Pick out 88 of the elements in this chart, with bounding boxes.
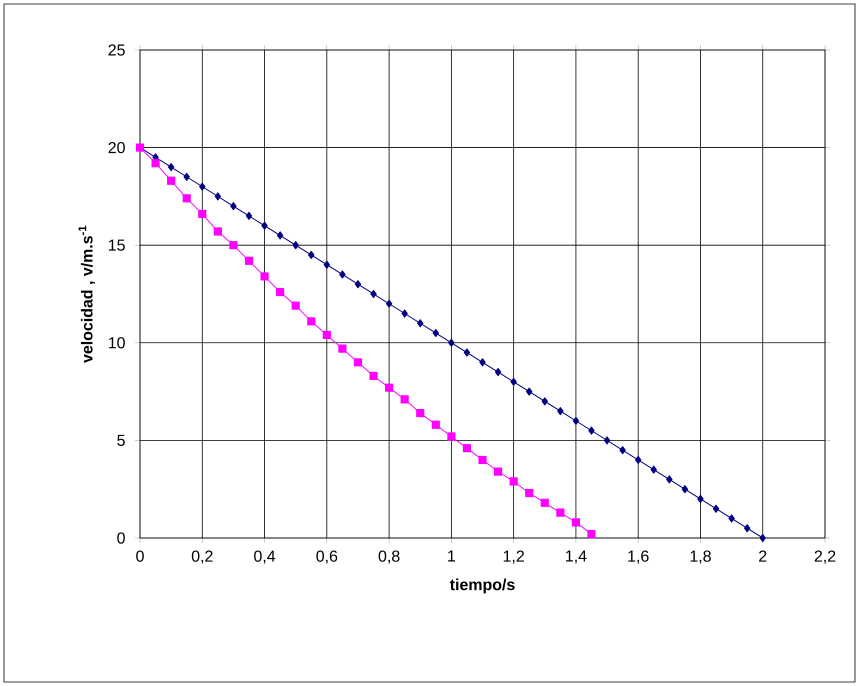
point bbox=[354, 358, 362, 366]
x-tick-label: 2 bbox=[759, 550, 766, 562]
point bbox=[448, 338, 455, 347]
point bbox=[370, 290, 377, 298]
x-tick-label: 1,4 bbox=[566, 550, 587, 564]
point bbox=[588, 426, 595, 435]
y-tick-label: 10 bbox=[108, 337, 125, 348]
point bbox=[292, 302, 300, 310]
point bbox=[261, 222, 268, 230]
point bbox=[354, 280, 362, 288]
point bbox=[432, 420, 440, 429]
point bbox=[760, 534, 766, 542]
point bbox=[712, 504, 720, 513]
point bbox=[417, 319, 424, 328]
point bbox=[339, 270, 346, 279]
point bbox=[510, 477, 518, 486]
point bbox=[744, 524, 750, 532]
point bbox=[494, 468, 502, 476]
x-tick-label: 0,6 bbox=[316, 550, 338, 564]
x-tick-label: 2,2 bbox=[814, 550, 836, 564]
point bbox=[447, 432, 456, 441]
point bbox=[385, 384, 394, 392]
point bbox=[184, 172, 190, 181]
y-tick-label: 15 bbox=[108, 240, 125, 251]
point bbox=[182, 194, 191, 202]
y-tick-label: 25 bbox=[108, 44, 125, 56]
point bbox=[214, 227, 222, 236]
point bbox=[292, 241, 299, 250]
point bbox=[587, 530, 596, 538]
point bbox=[322, 330, 331, 340]
x-tick-label: 1,8 bbox=[690, 550, 711, 564]
point bbox=[510, 378, 517, 386]
point bbox=[635, 456, 642, 464]
point bbox=[666, 475, 673, 484]
y-tick-label: 5 bbox=[117, 434, 125, 446]
point bbox=[464, 348, 470, 357]
point bbox=[338, 344, 346, 353]
point bbox=[244, 256, 254, 265]
point bbox=[308, 250, 314, 260]
x-tick-label: 0,4 bbox=[254, 550, 276, 564]
point bbox=[168, 163, 174, 172]
point bbox=[479, 358, 486, 366]
point bbox=[650, 466, 657, 474]
point bbox=[151, 159, 160, 168]
point bbox=[557, 407, 564, 416]
x-tick-label: 0,2 bbox=[192, 550, 213, 564]
point bbox=[167, 176, 176, 185]
point bbox=[697, 494, 704, 504]
x-tick-label: 1 bbox=[448, 550, 456, 562]
y-tick-label: 0 bbox=[117, 532, 125, 544]
y-tick-label: 20 bbox=[108, 142, 125, 154]
point bbox=[276, 288, 284, 296]
point bbox=[556, 508, 564, 517]
point bbox=[572, 518, 580, 526]
x-axis-title: tiempo/s bbox=[450, 578, 515, 594]
x-tick-label: 1,2 bbox=[504, 550, 524, 564]
point bbox=[728, 514, 735, 523]
x-tick-label: 0,8 bbox=[378, 550, 400, 564]
point bbox=[478, 456, 487, 464]
y-axis-title: velocidad , v/m.s$^{-1}$ bbox=[78, 226, 95, 363]
point bbox=[229, 241, 238, 250]
point bbox=[230, 202, 237, 210]
point bbox=[572, 416, 580, 425]
point bbox=[494, 368, 502, 376]
point bbox=[401, 309, 408, 318]
point bbox=[526, 387, 532, 396]
point bbox=[324, 260, 330, 269]
point bbox=[540, 498, 549, 507]
point bbox=[198, 210, 206, 218]
x-tick-label: 0 bbox=[136, 550, 144, 562]
point bbox=[260, 272, 269, 280]
point bbox=[369, 372, 378, 380]
point bbox=[604, 436, 610, 444]
point bbox=[416, 408, 424, 418]
point bbox=[682, 485, 688, 494]
point bbox=[619, 446, 626, 454]
point bbox=[386, 300, 392, 308]
point bbox=[432, 328, 439, 338]
point bbox=[542, 397, 548, 406]
x-tick-label: 1,6 bbox=[628, 550, 649, 564]
point bbox=[246, 212, 252, 220]
point bbox=[214, 192, 222, 200]
point bbox=[276, 231, 284, 240]
point bbox=[199, 182, 206, 191]
point bbox=[462, 444, 472, 452]
point bbox=[307, 317, 316, 326]
point bbox=[525, 489, 534, 498]
point bbox=[400, 395, 409, 404]
